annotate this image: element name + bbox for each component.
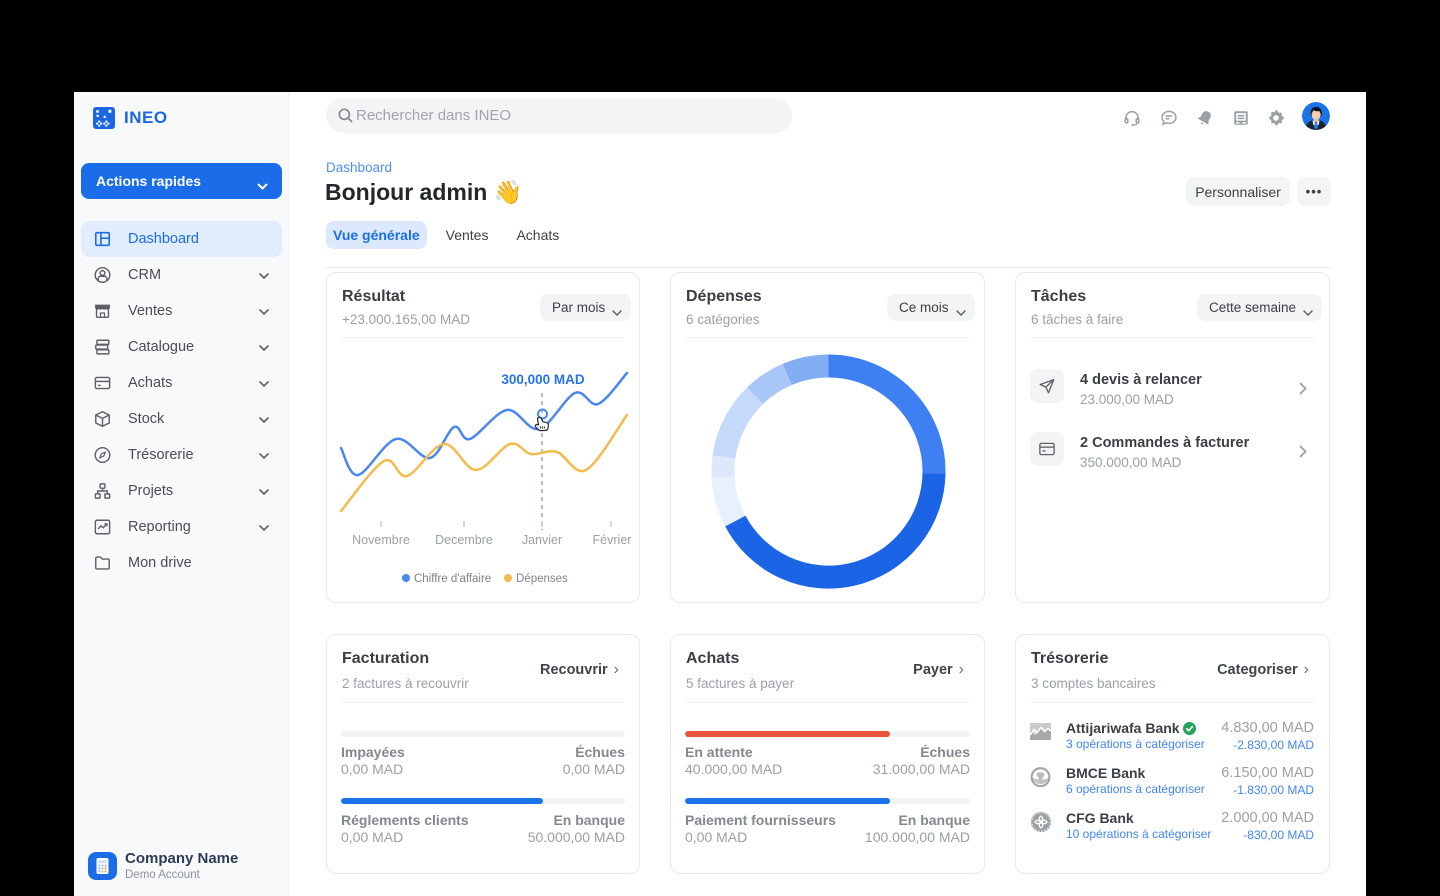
svg-text:300,000 MAD: 300,000 MAD xyxy=(501,372,585,387)
svg-text:Novembre: Novembre xyxy=(352,533,410,547)
svg-text:Dépenses: Dépenses xyxy=(516,573,568,585)
svg-text:Decembre: Decembre xyxy=(435,533,493,547)
svg-text:Février: Février xyxy=(593,533,632,547)
svg-text:Chiffre d'affaire: Chiffre d'affaire xyxy=(414,573,491,585)
svg-text:Janvier: Janvier xyxy=(522,533,562,547)
